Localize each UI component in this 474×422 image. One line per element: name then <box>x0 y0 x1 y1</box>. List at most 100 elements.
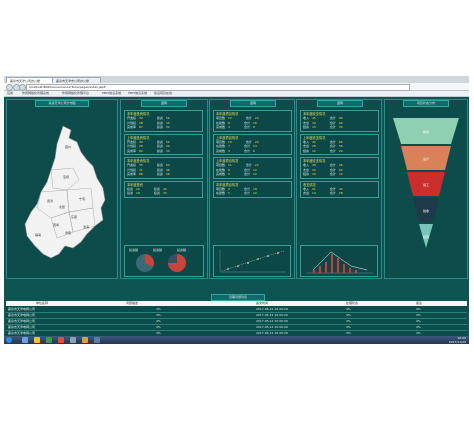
app-icon[interactable] <box>70 337 76 343</box>
bookmark-item[interactable]: 作用网络化管理平台 <box>62 91 90 95</box>
stat-row: 完成数 3 合计 6 <box>216 149 255 153</box>
stat-row: 收入 21 合计 42 <box>303 187 343 191</box>
browser-tab-2[interactable]: 鹿泉市天津市公司办公楼 <box>52 77 101 84</box>
stat-label: 合计 <box>329 144 336 148</box>
stat-row: 开发投 32 投资 56 <box>127 116 170 120</box>
pie-charts <box>136 254 186 272</box>
table-header: 单位名称 问题描述 提交时间 处理状态 备注 <box>6 301 467 306</box>
stat-row: 完成率 88 投资 36 <box>127 172 170 176</box>
stat-row: 计划投 31 投资 48 <box>127 168 170 172</box>
url-field[interactable]: localhost:8080/Governance/Tools/pages/in… <box>26 84 410 91</box>
stats-section: 本年度投资 投资 20 投资 40 投资 18 投资 33 <box>124 180 203 198</box>
section-title: 本年度投资情况 <box>127 112 150 116</box>
table-row[interactable]: 鹿泉市天津电网公司 4% 2017-05-12 10:00:20 4% 4% <box>6 325 467 331</box>
funnel-segment-5[interactable] <box>419 224 433 248</box>
stat-value: 36 <box>165 172 170 176</box>
funnel-segment-4[interactable] <box>413 198 439 222</box>
stat-row: 支出 28 合计 56 <box>303 144 343 148</box>
column-header: 处理状态 <box>346 301 359 305</box>
bookmark-item[interactable]: 建设项目在线 <box>154 91 173 95</box>
stat-label: 合计 <box>243 125 250 129</box>
stat-value: 10 <box>252 191 257 195</box>
section-title: 本年度收支情况 <box>303 112 326 116</box>
section-title: 上年度项目情况 <box>216 159 239 163</box>
system-clock[interactable]: 10:00 2017/11/29 <box>449 336 466 344</box>
stat-value: 48 <box>312 163 316 167</box>
stat-value: 33 <box>162 191 167 195</box>
stat-value: 64 <box>338 167 343 172</box>
stats-section: 上年度投资情况 开发投 30 投资 52 计划投 26 投资 40 完成率 82 投资 30 <box>124 133 203 155</box>
table-cell: 鹿泉市天津电网公司 <box>8 313 36 317</box>
table-cell: 4% <box>346 319 351 323</box>
stat-value: 10 <box>252 172 257 176</box>
app-icon[interactable] <box>94 337 100 343</box>
stat-row: 收入 45 合计 90 <box>303 116 343 120</box>
bookmark-item[interactable]: PMIS信息系统 <box>102 91 122 95</box>
section-title: 收支情况 <box>303 182 316 187</box>
stat-label: 合计 <box>243 186 250 191</box>
stats-section: 上年度项目情况 项目数 10 合计 20 在建数 7 合计 14 完成数 3 合计 6 <box>213 133 292 155</box>
funnel-chart: 规划 设计 施工 验收 结算 <box>393 118 459 248</box>
stat-label: 合计 <box>329 172 336 176</box>
stat-value: 3 <box>228 148 230 153</box>
stat-label: 收入 <box>303 116 310 120</box>
stat-row: 项目数 11 合计 22 <box>216 163 259 167</box>
bookmark-item[interactable]: 应用 <box>7 91 14 95</box>
stat-label: 投资 <box>156 139 163 144</box>
bookmark-item[interactable]: 作用网络化管理系统 <box>22 91 50 95</box>
explorer-icon[interactable] <box>22 337 28 343</box>
tab-bar: 鹿泉市天津公司办公楼 鹿泉市天津市公司办公楼 <box>4 76 469 84</box>
stats-section: 本年度项目情况 项目数 9 合计 18 在建数 5 合计 10 <box>213 180 292 198</box>
bookmarks-bar: 应用 作用网络化管理系统 作用网络化管理平台 PMIS信息系统 PMIS信息系统… <box>4 91 469 97</box>
stat-label: 合计 <box>329 139 336 144</box>
finance-panel-title: 国网 <box>317 100 363 107</box>
table-cell: 4% <box>346 313 351 317</box>
table-cell: 4% <box>156 325 161 329</box>
reload-icon[interactable] <box>19 84 26 91</box>
stat-row: 投资 20 投资 40 <box>127 187 167 191</box>
table-row[interactable]: 鹿泉市天津电网公司 4% 2017-05-12 10:00:20 4% 4% <box>6 313 467 319</box>
table-cell: 鹿泉市天津电网公司 <box>8 307 36 311</box>
section-title: 本年度投资情况 <box>127 159 150 163</box>
stat-value: 52 <box>165 139 170 144</box>
stats-section: 本年度投资情况 开发投 32 投资 56 计划投 28 投资 45 完成率 87 投资 32 <box>124 110 203 132</box>
stats-section: 收支情况 收入 21 合计 42 支出 14 合计 28 <box>300 180 379 198</box>
district-label: 北辰 <box>59 204 65 209</box>
section-title: 上年度投资情况 <box>127 135 150 140</box>
funnel-segment-3[interactable] <box>407 172 445 196</box>
bookmark-item[interactable]: PMIS信息系统 <box>128 91 148 95</box>
funnel-segment-1[interactable] <box>393 118 459 144</box>
browser-icon[interactable] <box>58 337 64 343</box>
table-row[interactable]: 鹿泉市天津电网公司 4% 2017-05-12 10:00:20 4% 4% <box>6 319 467 325</box>
table-row[interactable]: 鹿泉市天津电网公司 4% 2017-05-12 10:00:20 4% 4% <box>6 307 467 313</box>
app-icon[interactable] <box>82 337 88 343</box>
back-icon[interactable] <box>6 84 13 91</box>
table-cell: 2017-05-12 10:00:20 <box>256 325 288 329</box>
stat-label: 收入 <box>303 186 310 191</box>
stat-row: 支出 32 合计 64 <box>303 168 343 172</box>
stat-value: 60 <box>165 163 170 167</box>
table-cell: 2017-05-12 10:00:20 <box>256 331 288 335</box>
pie-chart-box: 投资额 投资额 投资额 <box>124 245 204 277</box>
stat-label: 在建数 <box>216 167 226 172</box>
stat-value: 28 <box>139 120 143 125</box>
table-cell: 4% <box>156 331 161 335</box>
stat-label: 结余 <box>303 125 310 129</box>
start-button-icon[interactable] <box>6 337 12 343</box>
section-title: 本年度项目情况 <box>216 182 239 187</box>
stat-value: 56 <box>338 144 343 148</box>
stat-label: 合计 <box>329 120 336 125</box>
stat-value: 15 <box>312 125 316 129</box>
stat-label: 在建数 <box>216 120 226 125</box>
app-icon[interactable] <box>46 337 52 343</box>
stat-label: 完成数 <box>216 125 226 129</box>
stat-label: 结余 <box>303 148 310 153</box>
funnel-segment-2[interactable] <box>401 146 451 170</box>
taskbar: 10:00 2017/11/29 <box>4 336 469 344</box>
folder-icon[interactable] <box>34 337 40 343</box>
table-cell: 4% <box>156 319 161 323</box>
stat-value: 22 <box>254 163 259 167</box>
stat-value: 82 <box>139 148 143 153</box>
address-bar: localhost:8080/Governance/Tools/pages/in… <box>4 83 469 91</box>
project-panel-title: 国网 <box>230 100 276 107</box>
